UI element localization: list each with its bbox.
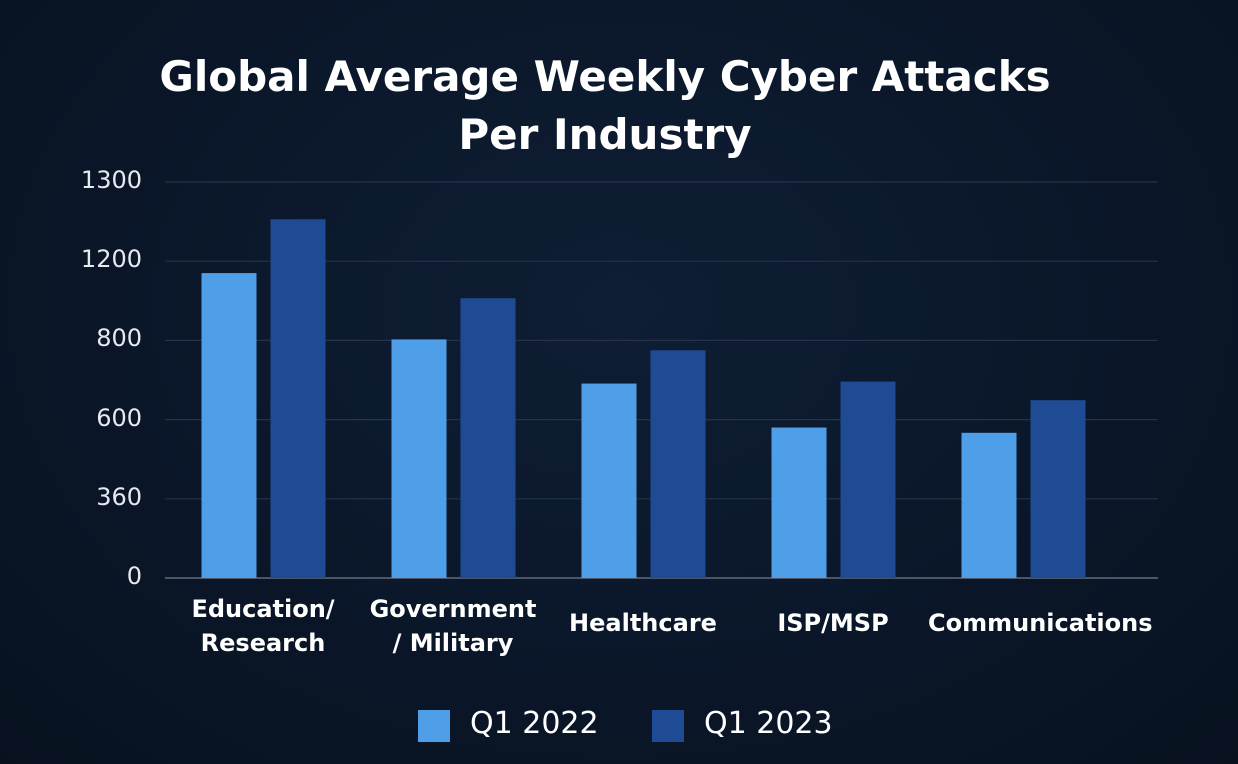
x-tick-label: Government / Military — [369, 595, 537, 657]
chart-title: Global Average Weekly Cyber Attacks Per … — [159, 52, 1051, 159]
bar — [270, 219, 326, 578]
y-tick-label: 360 — [96, 482, 142, 511]
bar — [650, 350, 706, 578]
x-tick-label: ISP/MSP — [777, 609, 889, 637]
bar — [201, 273, 257, 578]
bar — [391, 339, 447, 578]
legend-swatch — [652, 710, 684, 742]
y-tick-label: 800 — [96, 324, 142, 353]
legend-label: Q1 2022 — [470, 706, 599, 741]
legend-swatch — [418, 710, 450, 742]
y-tick-label: 1200 — [80, 245, 142, 274]
y-tick-label: 0 — [126, 562, 142, 590]
bar — [581, 383, 637, 578]
bar — [961, 432, 1017, 578]
bar — [1030, 400, 1086, 578]
x-tick-label: Education/ Research — [191, 595, 335, 657]
legend-label: Q1 2023 — [704, 706, 833, 741]
y-tick-label: 600 — [96, 403, 142, 432]
bar — [840, 381, 896, 578]
x-tick-label: Communications — [928, 609, 1153, 637]
x-tick-label: Healthcare — [569, 609, 717, 637]
y-tick-label: 1300 — [80, 166, 142, 194]
bar — [460, 298, 516, 578]
bar — [771, 427, 827, 578]
